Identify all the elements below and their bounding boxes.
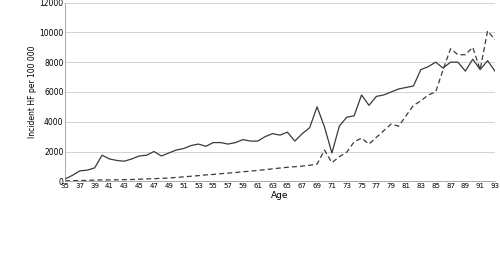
without DM	[106, 178, 112, 182]
T2DM	[470, 57, 476, 61]
T2DM	[492, 69, 498, 73]
X-axis label: Age: Age	[271, 191, 289, 200]
without DM	[284, 166, 290, 169]
Line: T2DM: T2DM	[65, 59, 495, 179]
without DM	[374, 136, 380, 139]
T2DM	[128, 157, 134, 161]
T2DM	[106, 157, 112, 161]
without DM	[62, 179, 68, 182]
Y-axis label: Incident HF per 100 000: Incident HF per 100 000	[28, 46, 36, 138]
Line: without DM: without DM	[65, 31, 495, 181]
without DM	[492, 38, 498, 41]
T2DM	[374, 95, 380, 98]
T2DM	[77, 169, 83, 172]
without DM	[173, 176, 179, 179]
T2DM	[62, 177, 68, 181]
without DM	[484, 29, 490, 32]
T2DM	[284, 131, 290, 134]
T2DM	[173, 148, 179, 152]
without DM	[77, 179, 83, 182]
without DM	[128, 178, 134, 181]
